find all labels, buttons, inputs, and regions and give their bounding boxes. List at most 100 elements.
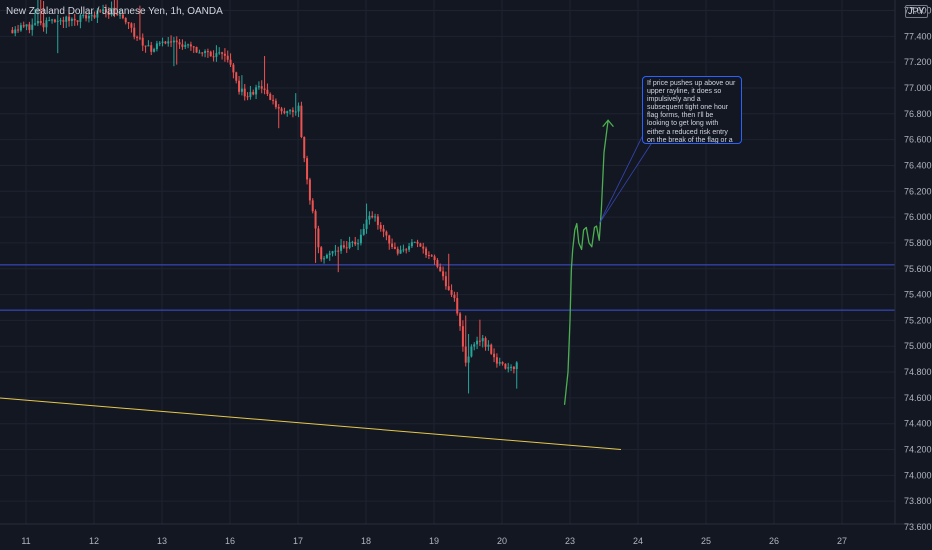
candle-body: [504, 363, 507, 369]
time-axis[interactable]: 11 12 13 16 17 18 19 20 23 24 25 26 27: [21, 536, 847, 546]
candle-body: [365, 219, 368, 229]
candle-body: [130, 23, 133, 28]
candle-body: [195, 47, 198, 53]
candle-body: [172, 40, 175, 43]
chart-title: New Zealand Dollar / Japanese Yen, 1h, O…: [6, 6, 223, 17]
candle-body: [501, 362, 504, 364]
time-tick-label: 24: [633, 536, 643, 546]
time-tick-label: 25: [701, 536, 711, 546]
candle-body: [161, 41, 164, 43]
candle-body: [274, 100, 277, 108]
candle-body: [374, 216, 377, 218]
candle-body: [388, 235, 391, 244]
candle-body: [59, 20, 62, 22]
price-tick-label: 74.800: [904, 367, 932, 377]
candle-body: [204, 51, 207, 53]
candle-body: [476, 340, 479, 345]
candle-body: [127, 22, 130, 24]
price-tick-label: 75.800: [904, 238, 932, 248]
candle-body: [22, 25, 25, 27]
price-tick-label: 75.000: [904, 341, 932, 351]
candle-body: [150, 45, 153, 52]
candle-body: [405, 249, 408, 251]
candle-body: [328, 253, 331, 255]
candle-body: [490, 344, 493, 354]
price-tick-label: 73.800: [904, 496, 932, 506]
candle-body: [402, 249, 405, 251]
candles: [11, 0, 518, 394]
candle-body: [342, 245, 345, 248]
price-axis[interactable]: 73.600 73.800 74.000 74.200 74.400 74.600 74.8…: [904, 6, 932, 533]
projection: [563, 119, 614, 405]
time-tick-label: 23: [565, 536, 575, 546]
candle-body: [331, 251, 334, 254]
candle-body: [515, 362, 518, 369]
candle-body: [167, 41, 170, 44]
candle-body: [314, 211, 317, 229]
candle-body: [62, 20, 65, 22]
candle-body: [170, 41, 173, 43]
candle-body: [87, 15, 90, 19]
candle-body: [189, 44, 192, 47]
candle-body: [427, 254, 430, 256]
candle-body: [263, 88, 266, 90]
currency-badge[interactable]: JPY: [905, 5, 928, 18]
candle-body: [147, 45, 150, 47]
candle-body: [323, 258, 326, 260]
price-tick-label: 74.600: [904, 393, 932, 403]
price-tick-label: 77.400: [904, 31, 932, 41]
candle-body: [198, 52, 201, 54]
candle-body: [34, 23, 37, 25]
trendlines: [0, 397, 622, 451]
candle-body: [422, 246, 425, 249]
candle-body: [306, 158, 309, 180]
candle-body: [459, 313, 462, 327]
annotation-note[interactable]: If price pushes up above our upper rayli…: [642, 76, 742, 144]
candle-body: [371, 215, 374, 218]
candle-body: [345, 247, 348, 249]
price-tick-label: 75.200: [904, 315, 932, 325]
candle-body: [218, 52, 221, 54]
candle-body: [19, 25, 22, 31]
candle-body: [382, 228, 385, 232]
candle-body: [399, 249, 402, 254]
candle-body: [430, 255, 433, 257]
price-tick-label: 75.400: [904, 290, 932, 300]
candle-body: [470, 346, 473, 357]
candle-body: [155, 43, 158, 50]
candle-body: [249, 92, 252, 97]
candle-body: [461, 326, 464, 347]
candle-body: [317, 228, 320, 248]
candle-body: [269, 93, 272, 100]
candle-body: [512, 366, 515, 369]
candle-body: [116, 14, 119, 16]
candle-body: [410, 242, 413, 247]
candle-body: [136, 36, 139, 38]
candle-body: [294, 111, 297, 113]
candle-body: [453, 294, 456, 299]
candle-body: [124, 18, 127, 23]
candle-body: [289, 110, 292, 112]
candle-body: [215, 53, 218, 57]
callout-pointer: [598, 134, 652, 224]
candle-body: [266, 89, 269, 94]
time-tick-label: 18: [361, 536, 371, 546]
candle-body: [297, 105, 300, 112]
candle-body: [181, 44, 184, 47]
candle-body: [433, 256, 436, 261]
candle-body: [178, 42, 181, 45]
candle-body: [187, 44, 190, 46]
candle-body: [175, 40, 178, 43]
candle-body: [144, 45, 147, 47]
candle-body: [481, 338, 484, 342]
candle-body: [495, 357, 498, 364]
candle-body: [212, 56, 215, 58]
candle-body: [464, 346, 467, 363]
candle-body: [507, 367, 510, 369]
candle-body: [119, 14, 122, 16]
candle-body: [334, 250, 337, 252]
candle-body: [444, 276, 447, 287]
time-tick-label: 26: [769, 536, 779, 546]
